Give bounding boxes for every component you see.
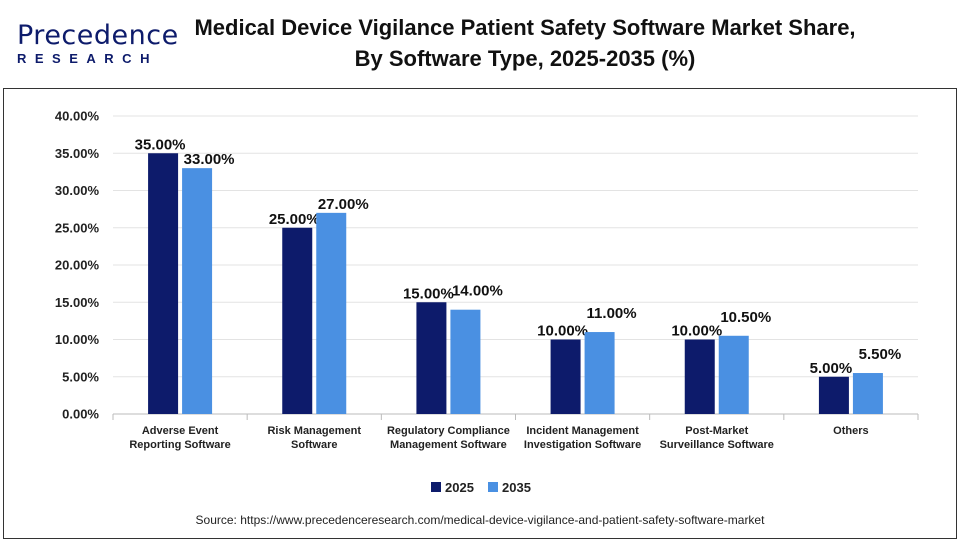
x-tick-label: Surveillance Software: [660, 439, 774, 451]
legend-swatch-2025: [431, 482, 441, 492]
x-tick-label: Others: [833, 425, 868, 437]
data-label: 10.50%: [720, 309, 771, 326]
logo-text: Precedence: [17, 20, 179, 51]
logo-subtext: RESEARCH: [17, 51, 158, 66]
bar-2035: [316, 212, 347, 414]
data-label: 11.00%: [587, 305, 637, 322]
data-label: 10.00%: [537, 323, 588, 340]
data-label: 15.00%: [403, 285, 454, 302]
data-label: 33.00%: [184, 151, 235, 168]
bar-2025: [148, 153, 179, 414]
bar-2035: [718, 335, 749, 414]
bar-2035: [182, 168, 213, 414]
x-tick-label: Software: [291, 439, 337, 451]
bar-2025: [550, 339, 581, 414]
y-tick-label: 30.00%: [55, 183, 100, 198]
x-tick-label: Regulatory Compliance: [387, 425, 510, 437]
y-tick-label: 40.00%: [55, 109, 100, 124]
data-label: 25.00%: [269, 211, 320, 228]
bar-2035: [852, 373, 883, 414]
bar-2025: [416, 302, 447, 414]
x-tick-label: Adverse Event: [142, 425, 219, 437]
chart-frame: [3, 88, 957, 539]
y-tick-label: 20.00%: [55, 258, 100, 273]
x-tick-label: Reporting Software: [129, 439, 230, 451]
bar-2035: [584, 332, 615, 414]
x-tick-label: Incident Management: [526, 425, 639, 437]
y-tick-label: 0.00%: [62, 407, 99, 422]
data-label: 10.00%: [671, 323, 722, 340]
y-tick-label: 5.00%: [62, 369, 99, 384]
legend-swatch-2035: [488, 482, 498, 492]
chart-title: Medical Device Vigilance Patient Safety …: [194, 15, 856, 71]
bar-2025: [818, 376, 849, 414]
y-tick-label: 15.00%: [55, 295, 100, 310]
data-label: 5.00%: [810, 360, 853, 377]
legend-label: 2035: [502, 480, 531, 495]
legend-label: 2025: [445, 480, 474, 495]
x-tick-label: Management Software: [390, 439, 507, 451]
data-label: 27.00%: [318, 196, 369, 213]
data-label: 5.50%: [859, 346, 902, 363]
source-text: Source: https://www.precedenceresearch.c…: [195, 513, 765, 527]
logo: Precedence RESEARCH: [17, 22, 179, 66]
x-tick-label: Risk Management: [267, 425, 361, 437]
y-tick-label: 25.00%: [55, 220, 100, 235]
data-label: 14.00%: [452, 283, 503, 300]
bar-2025: [684, 339, 715, 414]
data-label: 35.00%: [135, 136, 186, 153]
x-tick-label: Investigation Software: [524, 439, 641, 451]
y-tick-label: 10.00%: [55, 332, 100, 347]
y-tick-label: 35.00%: [55, 146, 100, 161]
bar-2025: [282, 227, 313, 414]
x-tick-label: Post-Market: [685, 425, 748, 437]
bar-2035: [450, 309, 481, 414]
